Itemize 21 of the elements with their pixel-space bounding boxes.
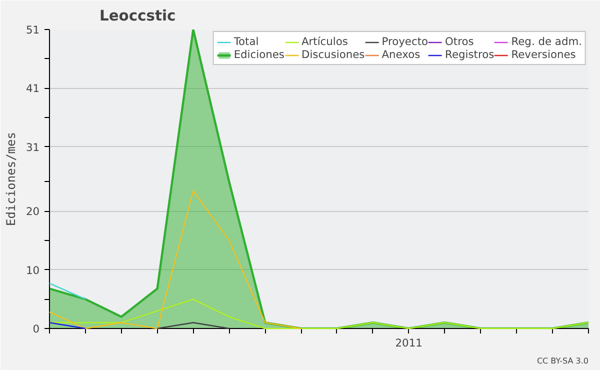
- y-tick-label: 41: [26, 82, 40, 96]
- x-tick-label: 2011: [395, 336, 422, 350]
- legend-label: Otros: [445, 35, 474, 48]
- line-series: [48, 190, 302, 330]
- legend-label: Anexos: [382, 48, 420, 61]
- chart-title: Leoccstic: [100, 8, 176, 24]
- legend-label: Discusiones: [301, 48, 365, 61]
- legend-label: Proyecto: [382, 35, 428, 48]
- y-tick-label: 51: [26, 24, 40, 36]
- y-tick-label: 0: [32, 322, 40, 336]
- y-tick-label: 31: [26, 140, 40, 154]
- y-axis-title: Ediciones/mes: [4, 132, 18, 226]
- text: CC BY-SA 3.0: [536, 356, 589, 366]
- y-tick-label: 10: [26, 264, 40, 277]
- legend-label: Ediciones: [234, 48, 284, 61]
- y-tick-label: 20: [26, 205, 40, 218]
- legend-label: Reg. de adm.: [511, 35, 582, 48]
- legend-label: Reversiones: [511, 48, 576, 61]
- legend-label: Total: [234, 35, 259, 48]
- legend-label: Artículos: [301, 35, 348, 48]
- legend-label: Registros: [445, 48, 494, 61]
